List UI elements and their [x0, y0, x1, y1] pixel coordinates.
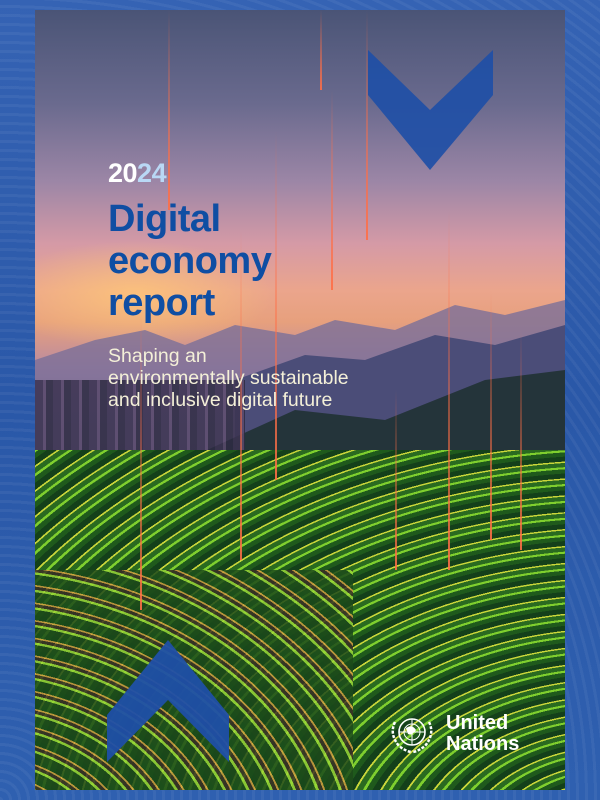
- subtitle-line: Shaping an: [108, 345, 207, 367]
- year-prefix: 20: [108, 158, 138, 188]
- light-line: [331, 90, 333, 290]
- light-line: [140, 310, 142, 610]
- light-line: [168, 10, 170, 210]
- light-line: [520, 330, 522, 550]
- title-line: report: [108, 282, 215, 324]
- subtitle-line: and inclusive digital future: [108, 389, 333, 411]
- report-title: Digital economy report: [108, 198, 272, 324]
- report-year: 2024: [108, 158, 167, 189]
- title-line: economy: [108, 240, 272, 282]
- light-line: [490, 290, 492, 540]
- light-line: [275, 130, 277, 480]
- publisher-line: Nations: [446, 733, 520, 755]
- publisher-name: United Nations: [446, 713, 519, 755]
- publisher-logo: United Nations: [386, 712, 519, 756]
- light-line: [366, 10, 368, 240]
- cover-photo: [35, 10, 565, 790]
- un-emblem-icon: [391, 718, 433, 754]
- light-line: [240, 230, 242, 560]
- light-line: [320, 10, 322, 90]
- title-line: Digital: [108, 198, 221, 240]
- publisher-line: United: [446, 712, 509, 734]
- light-line: [448, 210, 450, 570]
- report-subtitle: Shaping an environmentally sustainable a…: [108, 345, 349, 411]
- subtitle-line: environmentally sustainable: [108, 367, 349, 389]
- chevron-down-icon: [368, 50, 493, 170]
- year-suffix: 24: [137, 158, 167, 188]
- chevron-up-icon: [107, 640, 229, 762]
- light-line: [395, 390, 397, 570]
